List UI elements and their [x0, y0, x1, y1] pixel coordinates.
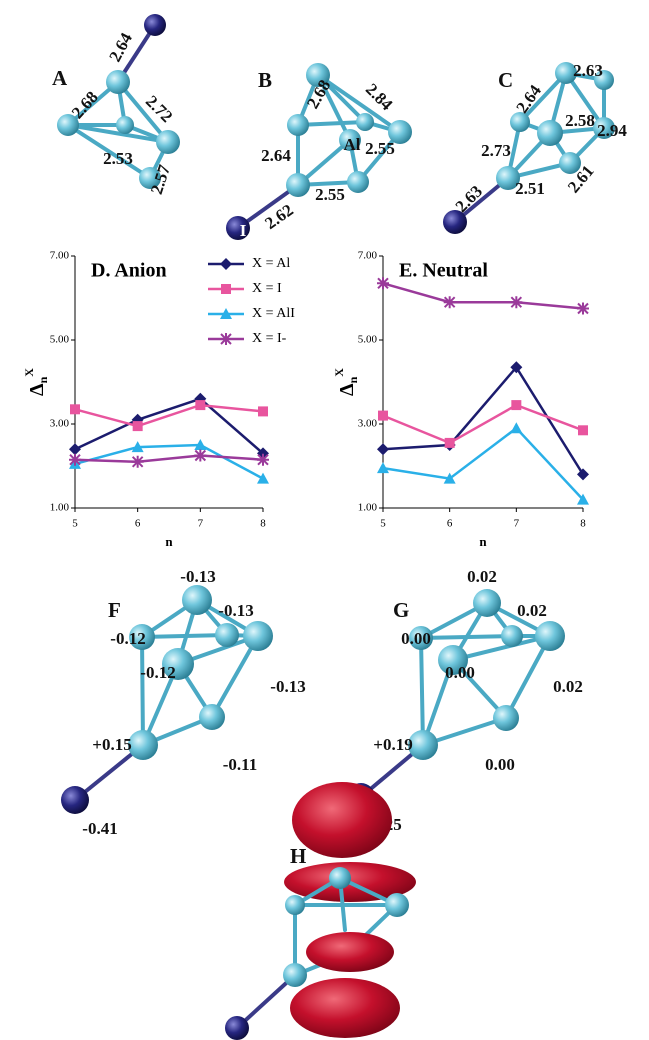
- panel-label: G: [393, 598, 409, 622]
- page: {"chart_data": [ {"type": "line", "title…: [0, 0, 649, 1040]
- legend-label: X = I-: [252, 331, 287, 346]
- marker: [194, 450, 206, 462]
- y-axis-sup: X: [22, 368, 36, 377]
- x-axis-label: n: [165, 534, 173, 549]
- series-line: [383, 428, 583, 499]
- charge: 0.02: [467, 567, 497, 586]
- bond-length: 2.94: [597, 121, 627, 140]
- marker: [133, 421, 143, 431]
- legend-marker: [221, 284, 231, 294]
- bond-length: 2.58: [565, 111, 595, 130]
- bond-length: 2.51: [515, 179, 545, 198]
- marker: [69, 443, 81, 455]
- atom-label: I: [240, 221, 247, 240]
- marker: [510, 296, 522, 308]
- marker: [577, 468, 589, 480]
- charge: -0.13: [218, 601, 253, 620]
- x-tick-label: 8: [580, 518, 586, 530]
- series-line: [383, 367, 583, 474]
- x-tick-label: 5: [380, 518, 386, 530]
- charge: 0.02: [553, 677, 583, 696]
- marker: [132, 456, 144, 468]
- x-tick-label: 8: [260, 518, 266, 530]
- marker: [195, 400, 205, 410]
- x-tick-label: 7: [514, 518, 520, 530]
- y-axis-sub: n: [36, 376, 50, 383]
- charge: -0.13: [180, 567, 215, 586]
- panel-label: F: [108, 598, 121, 622]
- y-axis-label: ΔnX: [332, 368, 360, 396]
- charge: 0.00: [485, 755, 515, 774]
- charge: +0.19: [373, 735, 412, 754]
- marker: [70, 404, 80, 414]
- charge: -0.41: [82, 819, 117, 838]
- bond-length: 2.64: [512, 81, 545, 117]
- chart-title: D. Anion: [91, 260, 167, 282]
- panel-label: H: [290, 844, 306, 868]
- structure-g: [347, 589, 565, 811]
- figure: A 2.64 2.68 2.72 2.53 2.57 B 2.68 2.84 A…: [0, 0, 649, 1040]
- bond-length: 2.73: [481, 141, 511, 160]
- marker: [578, 425, 588, 435]
- marker: [577, 303, 589, 315]
- bond-length: 2.53: [103, 149, 133, 168]
- charge: -0.13: [270, 677, 305, 696]
- charge: +0.15: [92, 735, 131, 754]
- legend-marker: [220, 333, 232, 345]
- x-tick-label: 6: [135, 518, 141, 530]
- marker: [510, 422, 522, 433]
- charge: -0.12: [140, 663, 175, 682]
- marker: [69, 454, 81, 466]
- marker: [258, 406, 268, 416]
- bond-length: 2.55: [365, 139, 395, 158]
- x-tick-label: 5: [72, 518, 78, 530]
- bond-length: 2.72: [142, 92, 176, 126]
- charge: 0.00: [445, 663, 475, 682]
- charge: 0.02: [517, 601, 547, 620]
- charge: 0.00: [401, 629, 431, 648]
- legend-marker: [220, 258, 232, 270]
- y-tick-label: 5.00: [50, 334, 70, 346]
- y-tick-label: 7.00: [358, 250, 378, 262]
- y-axis-sup: X: [332, 368, 346, 377]
- legend-label: X = Al: [252, 256, 290, 271]
- marker: [511, 400, 521, 410]
- structure-h: [225, 782, 416, 1040]
- y-tick-label: 1.00: [50, 502, 70, 514]
- panel-label: A: [52, 66, 68, 90]
- bond-length: 2.55: [315, 185, 345, 204]
- marker: [444, 296, 456, 308]
- x-tick-label: 6: [447, 518, 453, 530]
- charge: -0.11: [223, 755, 257, 774]
- y-tick-label: 5.00: [358, 334, 378, 346]
- bond-length: 2.64: [261, 146, 291, 165]
- y-axis-sub: n: [346, 376, 360, 383]
- series-line: [383, 283, 583, 308]
- marker: [377, 443, 389, 455]
- x-axis-label: n: [479, 534, 487, 549]
- chart-title: E. Neutral: [399, 260, 488, 282]
- marker: [445, 438, 455, 448]
- marker: [377, 277, 389, 289]
- panel-label: B: [258, 68, 272, 92]
- charge: -0.12: [110, 629, 145, 648]
- x-tick-label: 7: [198, 518, 204, 530]
- marker: [378, 411, 388, 421]
- y-axis-symbol: Δ: [26, 383, 48, 396]
- y-tick-label: 3.00: [358, 418, 378, 430]
- atom-label: Al: [344, 135, 361, 154]
- bond-length: 2.63: [573, 61, 603, 80]
- y-tick-label: 3.00: [50, 418, 70, 430]
- panel-label: C: [498, 68, 513, 92]
- marker: [257, 473, 269, 484]
- y-axis-symbol: Δ: [336, 383, 358, 396]
- legend-label: X = I: [252, 281, 282, 296]
- y-tick-label: 1.00: [358, 502, 378, 514]
- y-tick-label: 7.00: [50, 250, 70, 262]
- legend-label: X = AlI: [252, 306, 295, 321]
- marker: [257, 454, 269, 466]
- y-axis-label: ΔnX: [22, 368, 50, 396]
